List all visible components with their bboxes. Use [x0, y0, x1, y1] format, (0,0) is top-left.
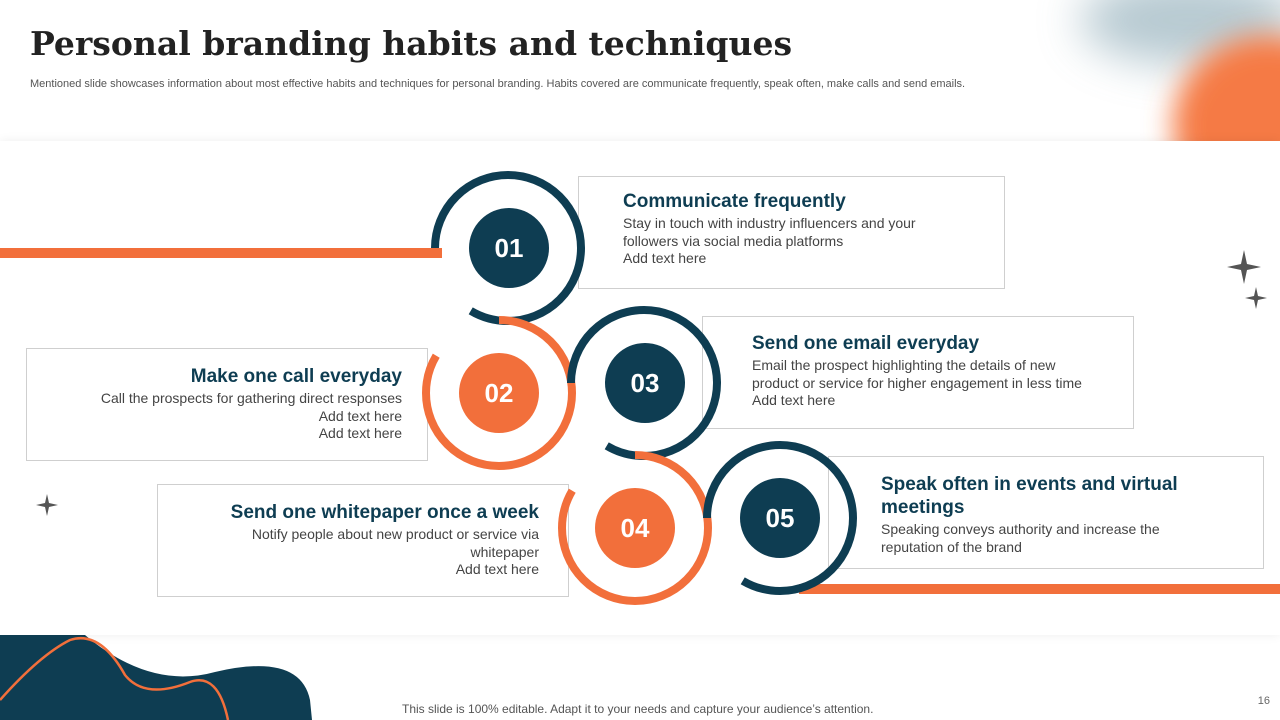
step-2-text: Make one call everyday Call the prospect…: [40, 365, 402, 443]
left-connector-bar: [0, 248, 442, 258]
step-5-description: Speaking conveys authority and increase …: [881, 521, 1251, 556]
step-3-number: 03: [631, 368, 660, 398]
step-3-title: Send one email everyday: [752, 333, 980, 354]
decorative-curve-bottom-left: [0, 637, 230, 720]
number-circle-03: [605, 343, 685, 423]
step-3-line: Add text here: [752, 392, 836, 408]
number-circle-01: [469, 208, 549, 288]
step-3-text: Send one email everyday Email the prospe…: [752, 332, 1122, 410]
step-1-line: followers via social media platforms: [623, 232, 844, 249]
step-3-line: product or service for higher engagement…: [752, 374, 1082, 391]
step-1-text: Communicate frequently Stay in touch wit…: [623, 190, 993, 268]
number-circle-05: [740, 478, 820, 558]
step-4-line: Notify people about new product or servi…: [251, 526, 539, 542]
step-1-title: Communicate frequently: [623, 191, 846, 212]
step-1-line: Stay in touch with industry influencers …: [623, 215, 916, 231]
decorative-wave-bottom-left: [0, 635, 312, 720]
step-1-description: Stay in touch with industry influencers …: [623, 215, 993, 268]
sparkle-icon: [1227, 250, 1261, 284]
step-4-box: [157, 484, 569, 597]
step-3-box: [702, 316, 1134, 429]
step-3-description: Email the prospect highlighting the deta…: [752, 357, 1122, 410]
step-4-line: Add text here: [455, 561, 539, 577]
step-5-text: Speak often in events and virtual meetin…: [881, 473, 1251, 556]
page-subtitle: Mentioned slide showcases information ab…: [30, 78, 966, 90]
step-5-line: reputation of the brand: [881, 538, 1022, 555]
step-5-number: 05: [766, 503, 795, 533]
ring-04: [558, 451, 712, 605]
step-3-line: Email the prospect highlighting the deta…: [752, 357, 1056, 373]
step-2-description: Call the prospects for gathering direct …: [40, 390, 402, 443]
step-2-line: Add text here: [318, 407, 402, 424]
ring-05: [703, 441, 857, 595]
step-2-line: Add text here: [318, 425, 402, 441]
sparkle-icon: [1245, 287, 1267, 309]
footer-note: This slide is 100% editable. Adapt it to…: [402, 702, 874, 716]
right-connector-bar: [799, 584, 1280, 594]
number-circle-02: [459, 353, 539, 433]
number-circle-04: [595, 488, 675, 568]
step-2-number: 02: [485, 378, 514, 408]
step-4-number: 04: [621, 513, 650, 543]
ring-02: [422, 316, 576, 470]
step-2-line: Call the prospects for gathering direct …: [100, 390, 402, 406]
sparkle-icon: [36, 494, 58, 516]
step-4-description: Notify people about new product or servi…: [170, 526, 539, 579]
step-1-line: Add text here: [623, 250, 707, 266]
step-2-title: Make one call everyday: [190, 366, 402, 387]
step-4-line: whitepaper: [470, 543, 540, 560]
step-4-title: Send one whitepaper once a week: [230, 502, 539, 523]
step-5-line: Speaking conveys authority and increase …: [881, 521, 1160, 537]
step-5-box: [828, 456, 1264, 569]
step-1-box: [578, 176, 1005, 289]
page-number: 16: [1257, 695, 1270, 707]
step-5-title: Speak often in events and virtual meetin…: [881, 474, 1178, 518]
step-2-box: [26, 348, 428, 461]
step-1-number: 01: [495, 233, 524, 263]
step-4-text: Send one whitepaper once a week Notify p…: [170, 501, 539, 579]
page-title: Personal branding habits and techniques: [30, 24, 793, 63]
